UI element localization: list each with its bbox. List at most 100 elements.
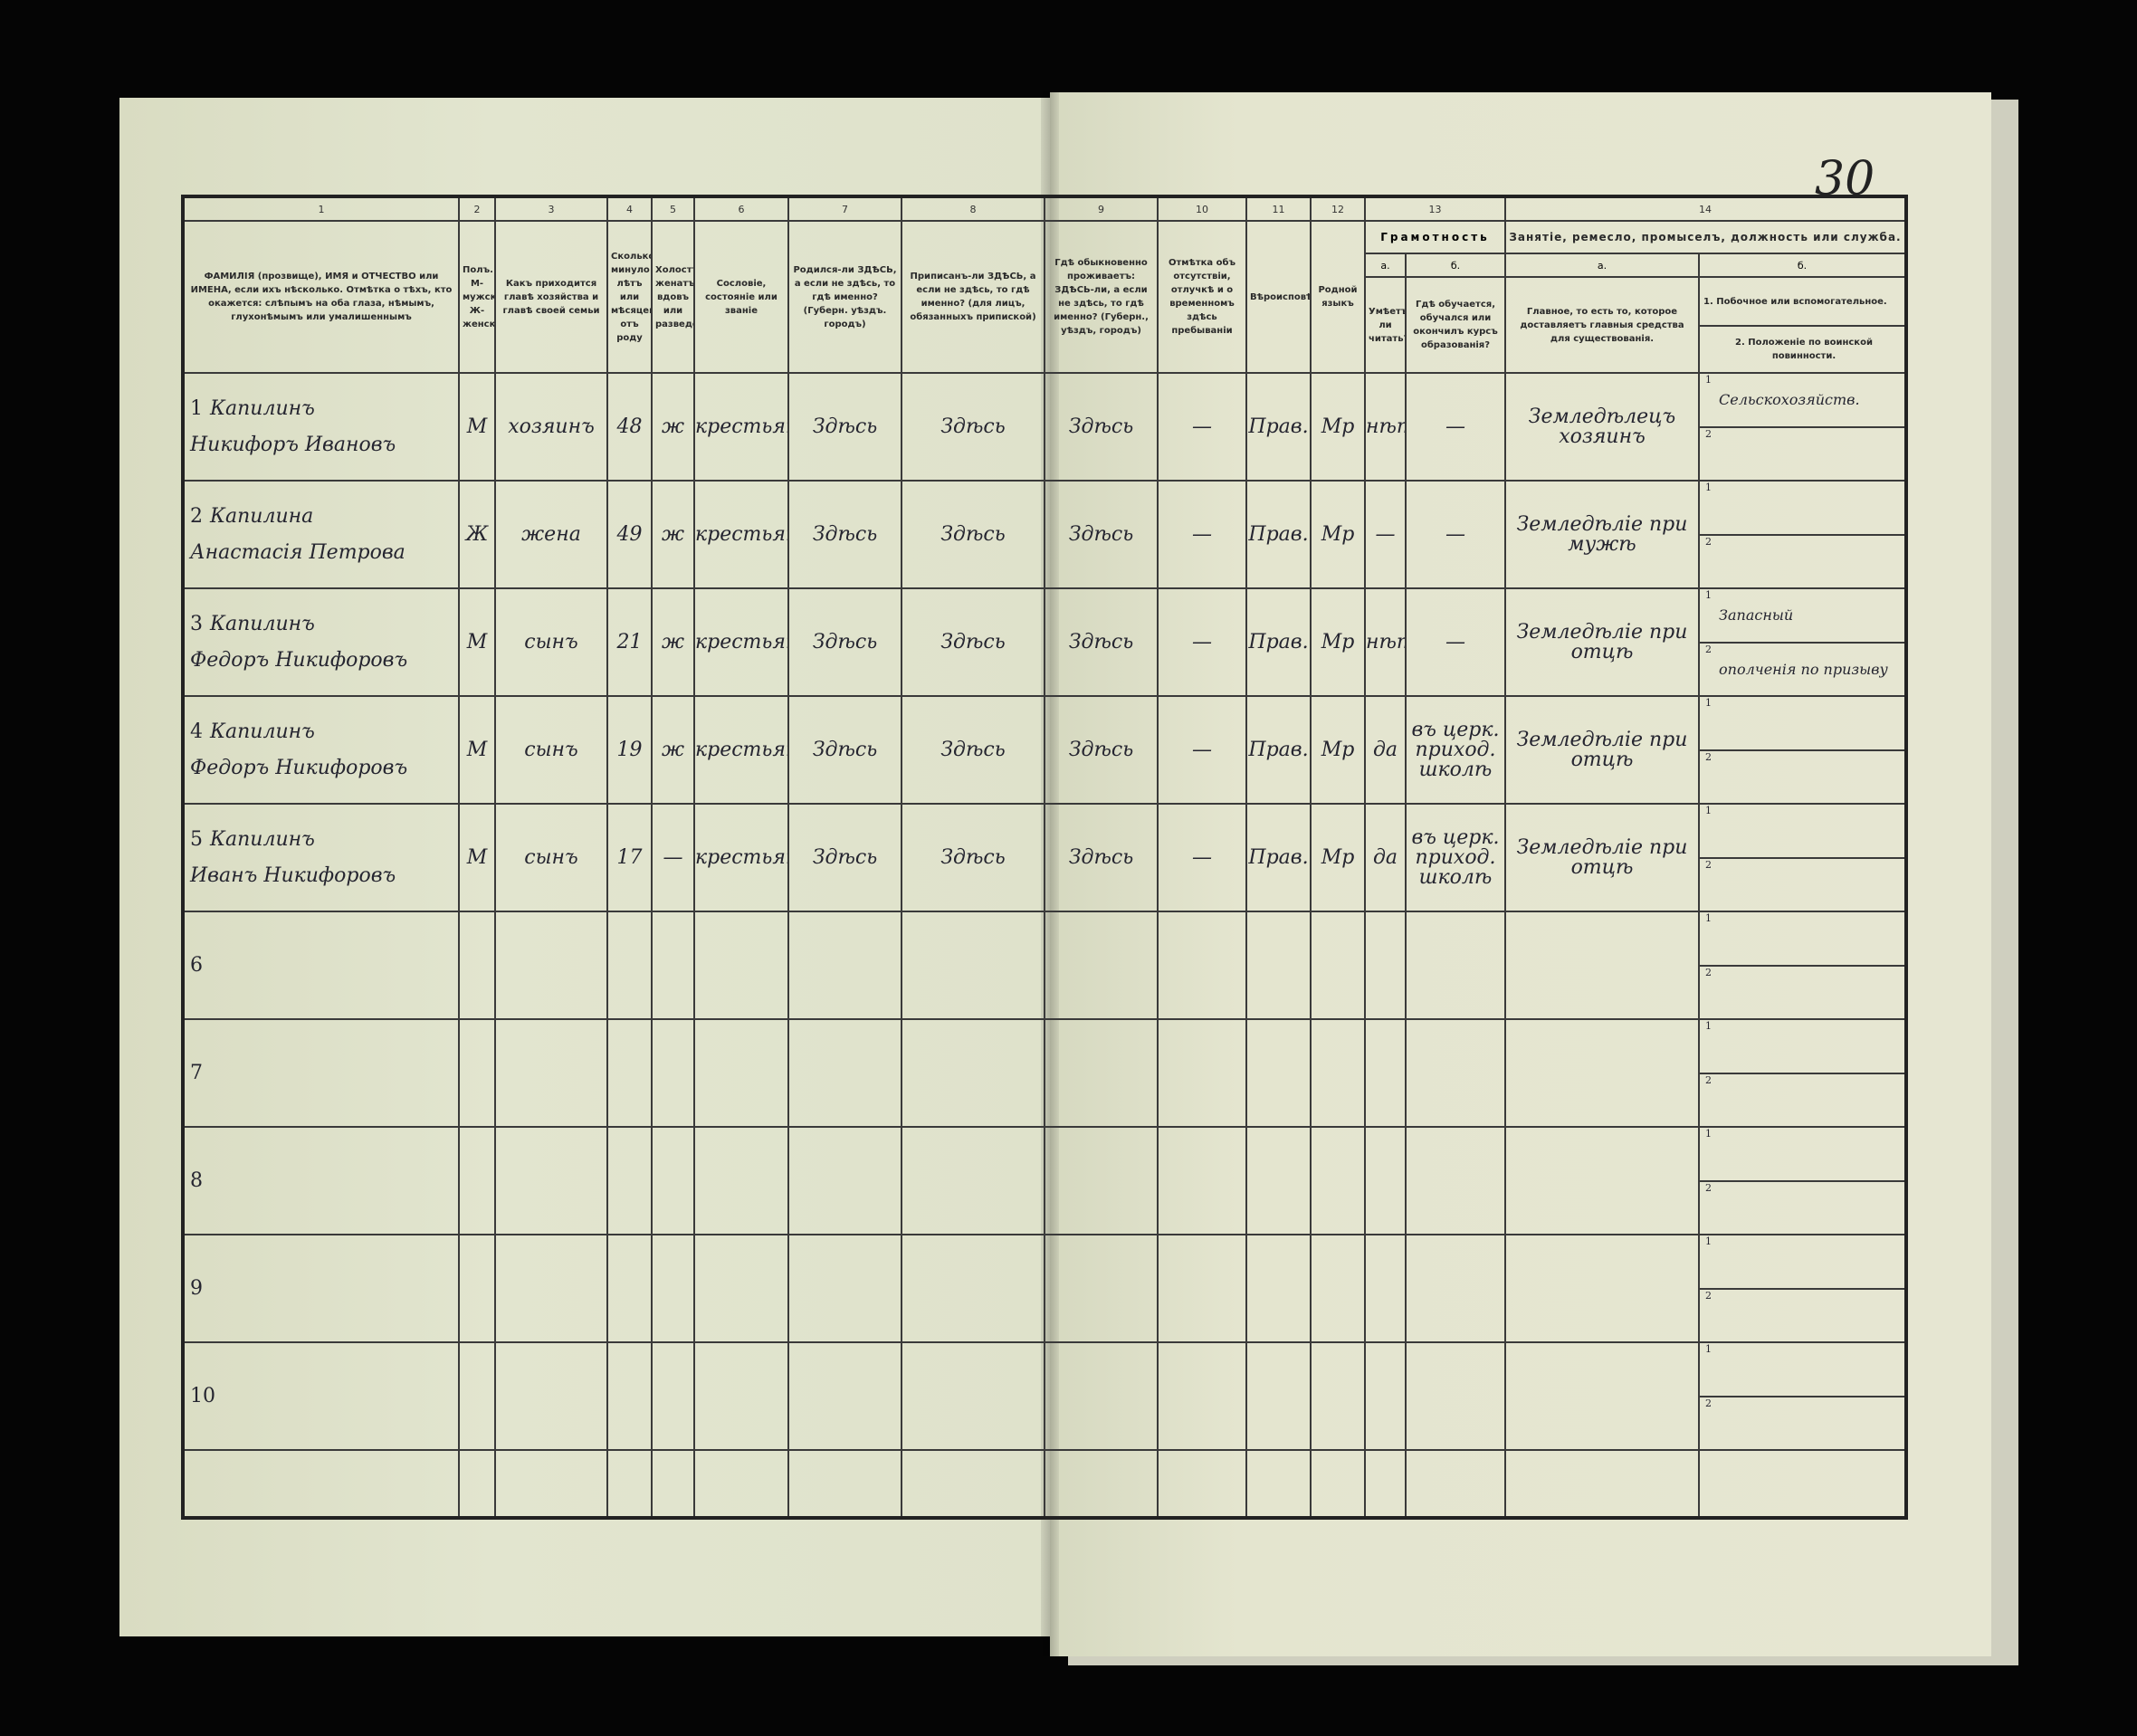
reads-cell: да — [1364, 803, 1407, 912]
age-cell: 19 — [606, 695, 653, 805]
registered-cell — [901, 1234, 1045, 1343]
row-number: 7 — [190, 1061, 203, 1084]
header-religion: Вѣроисповѣданіе — [1245, 220, 1312, 374]
language-cell — [1310, 1018, 1366, 1128]
religion-cell — [1245, 1126, 1312, 1235]
relation-cell: хозяинъ — [494, 372, 608, 482]
blank-cell — [182, 1449, 460, 1519]
header-relation: Какъ приходится главѣ хозяйства и главѣ … — [494, 220, 608, 374]
resides-cell — [1044, 1341, 1159, 1451]
header-age: Сколько минуло лѣтъ или мѣсяцевъ отъ род… — [606, 220, 653, 374]
language-cell — [1310, 911, 1366, 1020]
header-14a-letter: а. — [1504, 253, 1700, 278]
name-cell: 8 — [182, 1126, 460, 1235]
age-cell — [606, 911, 653, 1020]
military-status: 2 — [1701, 1074, 1904, 1126]
col-number: 13 — [1364, 196, 1506, 222]
occ-main-cell — [1504, 1234, 1700, 1343]
header-literacy: Грамотность — [1364, 220, 1506, 254]
occ-main-cell: Земледѣліе при отцѣ — [1504, 695, 1700, 805]
marital-cell: ж — [651, 587, 695, 697]
name-cell: 3 Капилинъ Федоръ Никифоровъ — [182, 587, 460, 697]
blank-cell — [901, 1449, 1045, 1519]
header-occupation: Занятіе, ремесло, промыселъ, должность и… — [1504, 220, 1907, 254]
sub-mark: 2 — [1705, 1181, 1712, 1194]
given-name: Иванъ Никифоровъ — [190, 863, 396, 887]
registered-cell — [901, 1018, 1045, 1128]
estate-cell: крестьянинъ — [693, 372, 789, 482]
military-status: 2 — [1701, 1181, 1904, 1234]
absence-cell — [1157, 1341, 1247, 1451]
military-status: 2 — [1701, 1397, 1904, 1449]
sex-cell: М — [458, 372, 496, 482]
absence-cell: — — [1157, 480, 1247, 589]
col-number: 12 — [1310, 196, 1366, 222]
occ-main-cell — [1504, 1126, 1700, 1235]
estate-cell — [693, 1018, 789, 1128]
sub-mark: 2 — [1705, 1289, 1712, 1302]
registered-cell: Здѣсь — [901, 803, 1045, 912]
religion-cell: Прав. — [1245, 695, 1312, 805]
resides-cell: Здѣсь — [1044, 480, 1159, 589]
sub-mark: 1 — [1705, 482, 1712, 493]
relation-cell: сынъ — [494, 587, 608, 697]
census-row: 10 1 2 — [182, 1341, 1907, 1451]
military-status: 2 ополченія по призыву — [1701, 644, 1904, 695]
reads-cell — [1364, 1018, 1407, 1128]
row-number: 8 — [190, 1168, 203, 1192]
marital-cell — [651, 1018, 695, 1128]
header-subtexts: Умѣетъ-ли читать? Гдѣ обучается, обучалс… — [183, 276, 1907, 374]
language-cell — [1310, 1234, 1366, 1343]
resides-cell: Здѣсь — [1044, 695, 1159, 805]
relation-cell — [494, 1126, 608, 1235]
surname: Капилинъ — [210, 720, 315, 743]
estate-cell — [693, 1234, 789, 1343]
school-cell — [1405, 1126, 1506, 1235]
side-occupation: 1 — [1701, 1344, 1904, 1397]
col-number: 11 — [1245, 196, 1312, 222]
surname: Капилинъ — [210, 396, 315, 420]
resides-cell — [1044, 911, 1159, 1020]
header-school: Гдѣ обучается, обучался или окончилъ кур… — [1405, 276, 1506, 374]
row-number: 6 — [190, 953, 203, 977]
sex-cell — [458, 1018, 496, 1128]
side-occupation-text: Сельскохозяйств. — [1719, 391, 1860, 409]
row-number: 9 — [190, 1276, 203, 1300]
occupation-secondary-cell: 1 2 — [1698, 1126, 1907, 1235]
estate-cell: крестьянинъ — [693, 587, 789, 697]
census-row: 9 1 2 — [182, 1234, 1907, 1343]
sex-cell: М — [458, 695, 496, 805]
occupation-secondary-cell: 1 Сельскохозяйств. 2 — [1698, 372, 1907, 482]
school-cell: — — [1405, 372, 1506, 482]
blank-cell — [787, 1449, 902, 1519]
occ-main-cell: Земледѣліе при мужѣ — [1504, 480, 1700, 589]
blank-cell — [458, 1449, 496, 1519]
blank-cell — [1044, 1449, 1159, 1519]
side-occupation-text: Запасный — [1719, 606, 1794, 625]
reads-cell — [1364, 1341, 1407, 1451]
school-cell — [1405, 911, 1506, 1020]
religion-cell: Прав. — [1245, 803, 1312, 912]
surname: Капилинъ — [210, 827, 315, 851]
header-name: ФАМИЛІЯ (прозвище), ИМЯ и ОТЧЕСТВО или И… — [182, 220, 460, 374]
census-row: 7 1 2 — [182, 1018, 1907, 1128]
absence-cell — [1157, 1126, 1247, 1235]
reads-cell: нѣтъ — [1364, 372, 1407, 482]
header-13b-letter: б. — [1405, 253, 1506, 278]
resides-cell: Здѣсь — [1044, 587, 1159, 697]
sex-cell — [458, 1341, 496, 1451]
age-cell — [606, 1234, 653, 1343]
reads-cell: нѣтъ — [1364, 587, 1407, 697]
military-text: ополченія по призыву — [1719, 660, 1888, 678]
col-number: 1 — [182, 196, 460, 222]
born-cell — [787, 1126, 902, 1235]
school-cell: — — [1405, 587, 1506, 697]
absence-cell — [1157, 911, 1247, 1020]
marital-cell — [651, 911, 695, 1020]
side-occupation: 1 — [1701, 913, 1904, 967]
blank-cell — [1698, 1449, 1907, 1519]
sub-mark: 2 — [1705, 535, 1712, 548]
occupation-secondary-cell: 1 2 — [1698, 480, 1907, 589]
occupation-secondary-cell: 1 2 — [1698, 911, 1907, 1020]
